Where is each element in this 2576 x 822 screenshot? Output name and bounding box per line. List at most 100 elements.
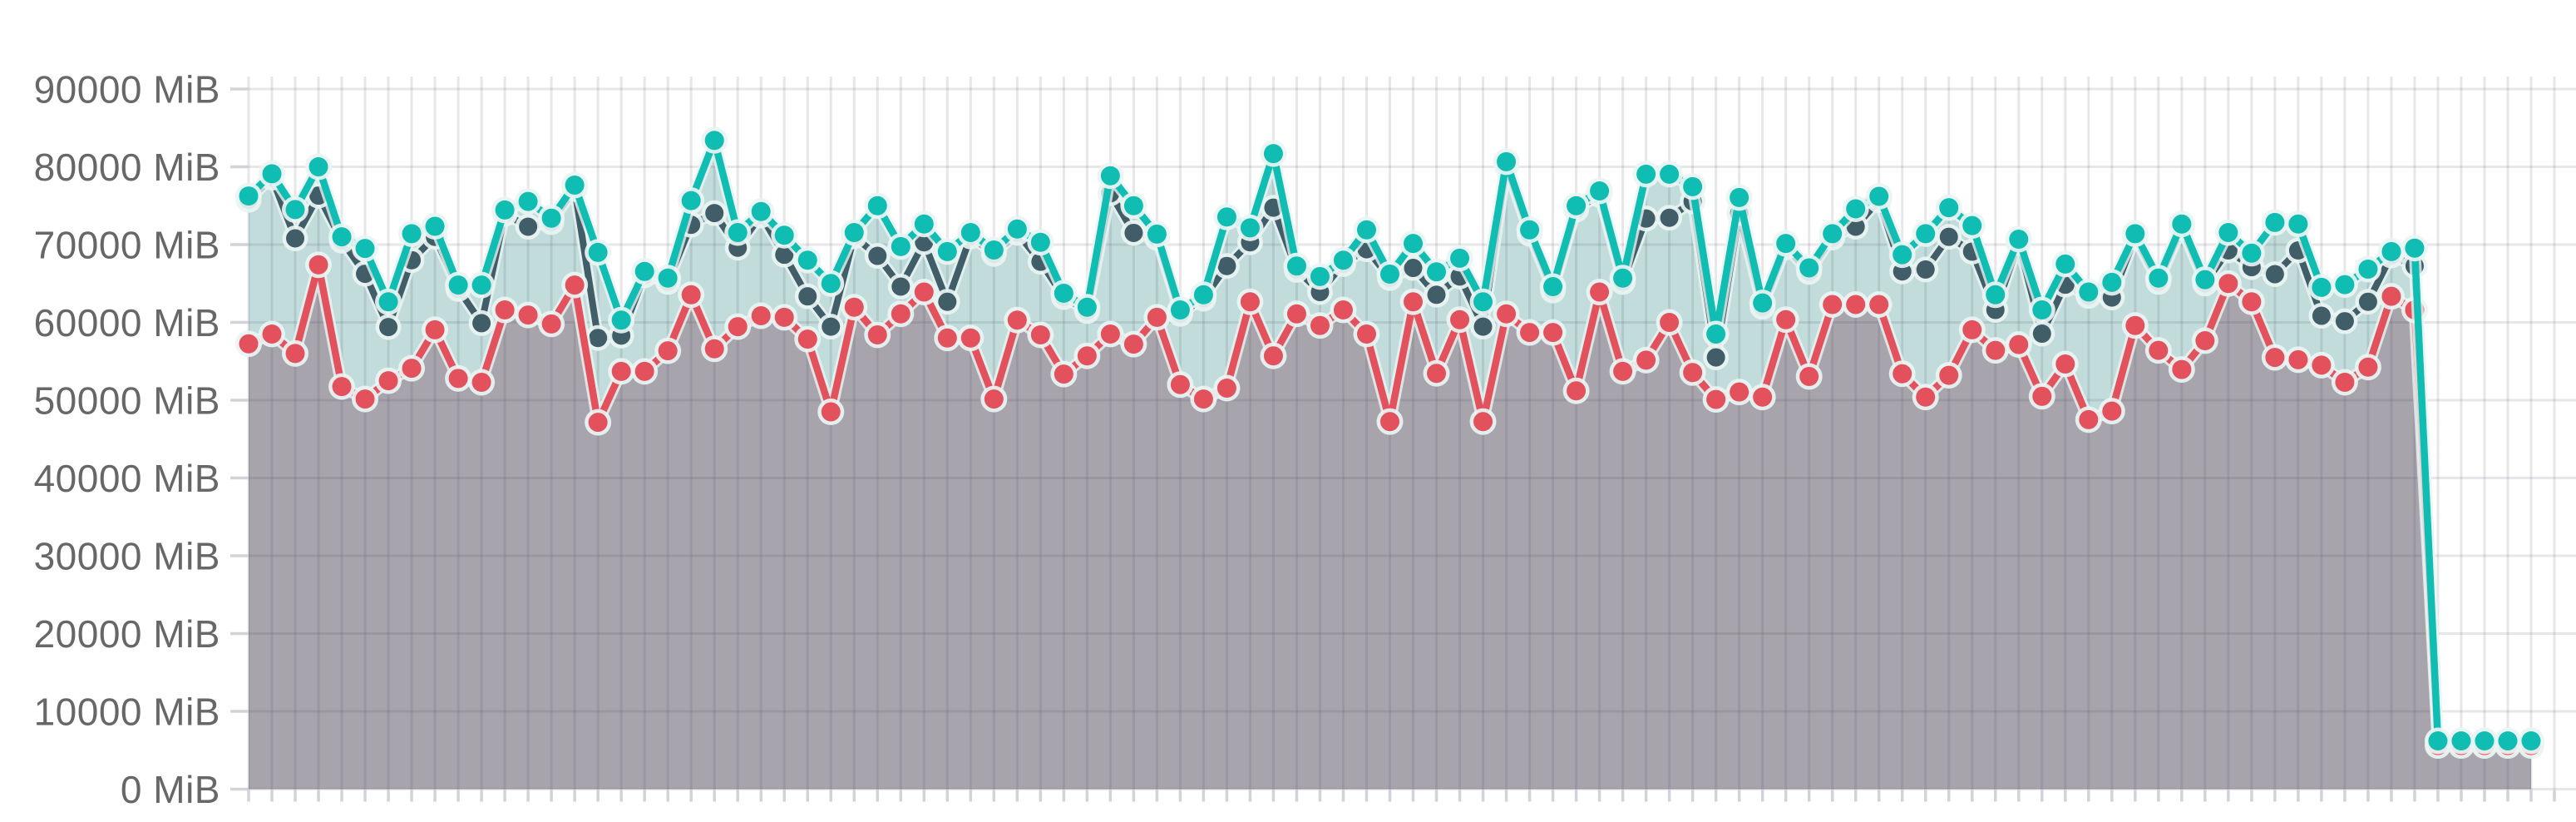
data-point-red bbox=[984, 389, 1004, 409]
data-point-slate bbox=[1427, 285, 1446, 305]
data-point-teal bbox=[1590, 181, 1610, 201]
data-point-red bbox=[2265, 348, 2285, 368]
data-point-red bbox=[1100, 324, 1120, 344]
data-point-teal bbox=[285, 200, 305, 220]
data-point-red bbox=[891, 304, 910, 324]
data-point-teal bbox=[1823, 224, 1843, 244]
data-point-slate bbox=[1124, 223, 1143, 242]
data-point-teal bbox=[378, 292, 398, 312]
y-axis-label: 20000 MiB bbox=[34, 612, 220, 656]
data-point-red bbox=[495, 300, 515, 320]
data-point-red bbox=[1730, 382, 1749, 402]
data-point-teal bbox=[588, 242, 608, 262]
data-point-slate bbox=[1916, 260, 1935, 279]
data-point-red bbox=[2358, 357, 2378, 377]
data-point-teal bbox=[2032, 300, 2052, 320]
data-point-red bbox=[914, 282, 934, 302]
data-point-teal bbox=[1054, 283, 1073, 303]
data-point-teal bbox=[984, 240, 1004, 260]
data-point-red bbox=[402, 359, 422, 379]
data-point-teal bbox=[751, 201, 771, 221]
data-point-teal bbox=[2195, 270, 2215, 290]
data-point-slate bbox=[1404, 259, 1423, 278]
data-point-teal bbox=[797, 250, 817, 270]
data-point-red bbox=[1054, 364, 1073, 384]
data-point-teal bbox=[2265, 212, 2285, 232]
data-point-teal bbox=[355, 239, 375, 259]
data-point-teal bbox=[1799, 258, 1819, 278]
data-point-teal bbox=[1193, 285, 1213, 305]
data-point-slate bbox=[2358, 292, 2377, 311]
data-point-teal bbox=[1170, 300, 1190, 320]
data-point-teal bbox=[1404, 234, 1424, 254]
data-point-teal bbox=[1497, 151, 1517, 171]
axis-layer: 0 MiB 10000 MiB 20000 MiB 30000 MiB 40000 Mi… bbox=[34, 68, 2556, 811]
data-point-red bbox=[285, 344, 305, 364]
y-axis-label: 90000 MiB bbox=[34, 68, 220, 111]
data-point-teal bbox=[1730, 187, 1749, 207]
data-point-teal bbox=[495, 200, 515, 220]
data-point-teal bbox=[1683, 176, 1703, 196]
data-point-red bbox=[1356, 324, 1376, 344]
data-point-teal bbox=[1846, 199, 1866, 219]
data-point-teal bbox=[2451, 731, 2471, 751]
data-point-red bbox=[1427, 364, 1447, 384]
data-point-slate bbox=[286, 229, 305, 248]
data-point-red bbox=[1543, 323, 1563, 343]
data-point-teal bbox=[1007, 219, 1027, 239]
data-point-red bbox=[2335, 372, 2355, 392]
data-point-red bbox=[1380, 412, 1399, 432]
data-point-red bbox=[1683, 363, 1703, 383]
grid-overlay-layer bbox=[247, 77, 2576, 790]
data-point-red bbox=[1170, 374, 1190, 394]
data-point-slate bbox=[868, 246, 887, 265]
data-point-red bbox=[2102, 401, 2122, 421]
data-point-teal bbox=[1753, 293, 1773, 313]
series-layer bbox=[235, 126, 2544, 760]
data-point-red bbox=[2079, 409, 2099, 429]
data-point-teal bbox=[1427, 262, 1447, 282]
data-point-red bbox=[1193, 389, 1213, 409]
data-point-teal bbox=[308, 157, 328, 176]
data-point-red bbox=[658, 341, 678, 361]
data-point-teal bbox=[1333, 250, 1353, 270]
data-point-red bbox=[1590, 282, 1610, 302]
data-point-red bbox=[1333, 300, 1353, 320]
data-point-red bbox=[378, 371, 398, 391]
data-point-red bbox=[1520, 323, 1540, 343]
series-red bbox=[235, 251, 2544, 760]
data-point-slate bbox=[822, 317, 841, 336]
series-teal bbox=[235, 126, 2544, 755]
y-axis-label: 60000 MiB bbox=[34, 301, 220, 344]
data-point-slate bbox=[1217, 256, 1236, 275]
data-point-teal bbox=[704, 131, 724, 151]
y-axis-label: 0 MiB bbox=[121, 768, 220, 811]
data-point-teal bbox=[728, 223, 748, 243]
data-point-red bbox=[751, 306, 771, 326]
data-point-red bbox=[2195, 330, 2215, 350]
data-point-teal bbox=[634, 261, 654, 281]
data-point-teal bbox=[1916, 224, 1936, 244]
data-point-red bbox=[355, 389, 375, 409]
data-point-teal bbox=[1543, 276, 1563, 296]
data-point-teal bbox=[1450, 248, 1470, 268]
data-point-teal bbox=[518, 191, 538, 211]
data-point-red bbox=[1660, 313, 1680, 332]
data-point-teal bbox=[2102, 272, 2122, 292]
data-point-slate bbox=[589, 329, 608, 348]
y-axis-label: 30000 MiB bbox=[34, 535, 220, 578]
data-point-red bbox=[1893, 364, 1912, 384]
data-point-red bbox=[2242, 292, 2262, 312]
data-point-red bbox=[1986, 340, 2006, 360]
data-point-slate bbox=[519, 217, 538, 236]
data-point-slate bbox=[2032, 324, 2051, 344]
data-point-red bbox=[1636, 350, 1656, 370]
data-point-teal bbox=[1030, 232, 1050, 252]
data-point-red bbox=[2009, 334, 2029, 354]
data-point-red bbox=[1706, 389, 1726, 409]
data-point-red bbox=[937, 328, 957, 348]
data-point-slate bbox=[891, 277, 910, 296]
y-axis-label: 40000 MiB bbox=[34, 457, 220, 500]
data-point-red bbox=[1846, 295, 1866, 314]
